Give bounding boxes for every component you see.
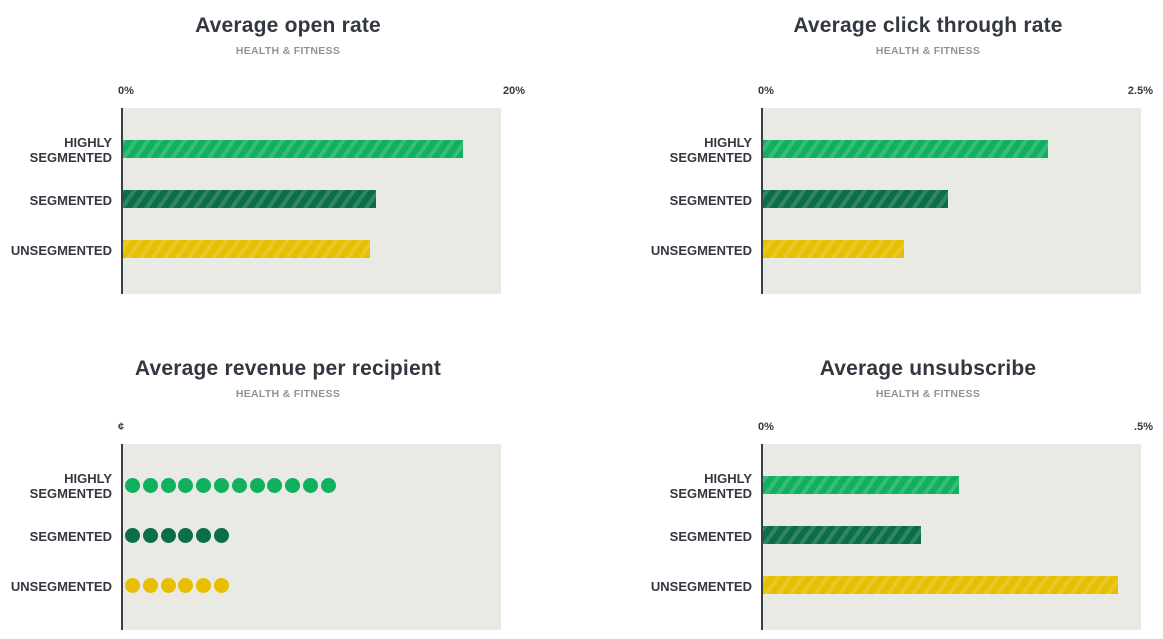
chart-title: Average click through rate bbox=[793, 14, 1063, 37]
chart-title: Average revenue per recipient bbox=[134, 357, 442, 380]
category-label-segmented: SEGMENTED bbox=[669, 528, 752, 544]
y-axis-line bbox=[761, 108, 763, 294]
data-dot-highly-segmented bbox=[320, 478, 336, 493]
data-dot-unsegmented bbox=[142, 578, 158, 593]
category-label-unsegmented: UNSEGMENTED bbox=[650, 242, 752, 258]
axis-tick-label: 0% bbox=[118, 85, 134, 97]
category-label-segmented: SEGMENTED bbox=[29, 528, 112, 544]
data-dot-highly-segmented bbox=[285, 478, 301, 493]
category-label-highly-segmented: HIGHLY SEGMENTED bbox=[29, 135, 112, 165]
data-dot-segmented bbox=[142, 528, 158, 543]
data-bar-unsegmented bbox=[123, 240, 370, 258]
data-dot-highly-segmented bbox=[267, 478, 283, 493]
category-label-unsegmented: UNSEGMENTED bbox=[650, 578, 752, 594]
category-label-unsegmented: UNSEGMENTED bbox=[10, 578, 112, 594]
chart-title: Average unsubscribe bbox=[819, 357, 1037, 380]
data-bar-unsegmented bbox=[763, 576, 1119, 594]
axis-tick-label: .5% bbox=[1134, 421, 1153, 433]
axis-tick-label: ¢ bbox=[118, 421, 125, 433]
category-label-highly-segmented: HIGHLY SEGMENTED bbox=[29, 471, 112, 501]
data-dot-highly-segmented bbox=[125, 478, 140, 493]
data-dot-segmented bbox=[125, 528, 140, 543]
chart-subtitle: HEALTH & FITNESS bbox=[235, 45, 341, 57]
y-axis-line bbox=[121, 108, 123, 294]
data-bar-highly-segmented bbox=[763, 476, 959, 494]
data-dot-unsegmented bbox=[196, 578, 212, 593]
data-dot-highly-segmented bbox=[160, 478, 176, 493]
category-label-highly-segmented: HIGHLY SEGMENTED bbox=[669, 471, 752, 501]
data-dot-highly-segmented bbox=[196, 478, 212, 493]
data-dot-highly-segmented bbox=[178, 478, 194, 493]
data-bar-highly-segmented bbox=[123, 140, 463, 158]
data-dot-unsegmented bbox=[125, 578, 140, 593]
axis-tick-label: 2.5% bbox=[1127, 85, 1153, 97]
data-bar-unsegmented bbox=[763, 240, 904, 258]
data-dot-segmented bbox=[160, 528, 176, 543]
chart-subtitle: HEALTH & FITNESS bbox=[875, 388, 981, 400]
data-dot-unsegmented bbox=[178, 578, 194, 593]
data-dot-segmented bbox=[178, 528, 194, 543]
y-axis-line bbox=[121, 444, 123, 630]
data-dot-highly-segmented bbox=[214, 478, 229, 493]
chart-subtitle: HEALTH & FITNESS bbox=[235, 388, 341, 400]
axis-tick-label: 0% bbox=[758, 421, 774, 433]
data-dot-segmented bbox=[196, 528, 212, 543]
data-bar-segmented bbox=[763, 526, 921, 544]
data-dot-unsegmented bbox=[214, 578, 229, 593]
data-dot-segmented bbox=[214, 528, 229, 543]
axis-tick-label: 20% bbox=[502, 85, 525, 97]
data-dot-unsegmented bbox=[160, 578, 176, 593]
axis-tick-label: 0% bbox=[758, 85, 774, 97]
data-dot-highly-segmented bbox=[303, 478, 318, 493]
category-label-highly-segmented: HIGHLY SEGMENTED bbox=[669, 135, 752, 165]
chart-title: Average open rate bbox=[195, 14, 381, 37]
data-dot-highly-segmented bbox=[142, 478, 158, 493]
data-bar-segmented bbox=[123, 190, 376, 208]
data-bar-highly-segmented bbox=[763, 140, 1049, 158]
data-dot-highly-segmented bbox=[231, 478, 247, 493]
data-dot-highly-segmented bbox=[249, 478, 265, 493]
chart-subtitle: HEALTH & FITNESS bbox=[875, 45, 981, 57]
category-label-segmented: SEGMENTED bbox=[29, 192, 112, 208]
category-label-segmented: SEGMENTED bbox=[669, 192, 752, 208]
category-label-unsegmented: UNSEGMENTED bbox=[10, 242, 112, 258]
y-axis-line bbox=[761, 444, 763, 630]
data-bar-segmented bbox=[763, 190, 948, 208]
